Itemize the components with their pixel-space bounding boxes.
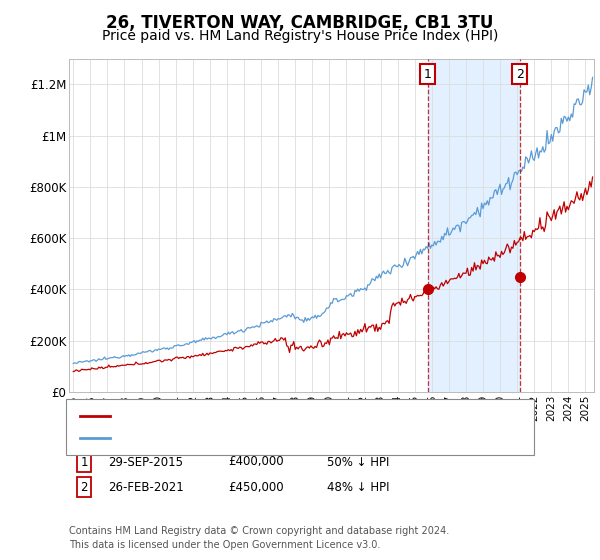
Bar bbox=[428, 59, 520, 392]
Text: 26, TIVERTON WAY, CAMBRIDGE, CB1 3TU: 26, TIVERTON WAY, CAMBRIDGE, CB1 3TU bbox=[106, 14, 494, 32]
Text: HPI: Average price, detached house, Cambridge: HPI: Average price, detached house, Camb… bbox=[114, 433, 382, 444]
Text: £450,000: £450,000 bbox=[228, 480, 284, 494]
Text: Contains HM Land Registry data © Crown copyright and database right 2024.
This d: Contains HM Land Registry data © Crown c… bbox=[69, 526, 449, 550]
Text: 29-SEP-2015: 29-SEP-2015 bbox=[108, 455, 183, 469]
Text: 2: 2 bbox=[80, 480, 88, 494]
Text: £400,000: £400,000 bbox=[228, 455, 284, 469]
Text: 26-FEB-2021: 26-FEB-2021 bbox=[108, 480, 184, 494]
Text: 50% ↓ HPI: 50% ↓ HPI bbox=[327, 455, 389, 469]
Text: 48% ↓ HPI: 48% ↓ HPI bbox=[327, 480, 389, 494]
Text: 26, TIVERTON WAY, CAMBRIDGE, CB1 3TU (detached house): 26, TIVERTON WAY, CAMBRIDGE, CB1 3TU (de… bbox=[114, 410, 449, 421]
Text: 1: 1 bbox=[424, 68, 431, 81]
Text: Price paid vs. HM Land Registry's House Price Index (HPI): Price paid vs. HM Land Registry's House … bbox=[102, 29, 498, 43]
Text: 2: 2 bbox=[516, 68, 524, 81]
Text: 1: 1 bbox=[80, 455, 88, 469]
